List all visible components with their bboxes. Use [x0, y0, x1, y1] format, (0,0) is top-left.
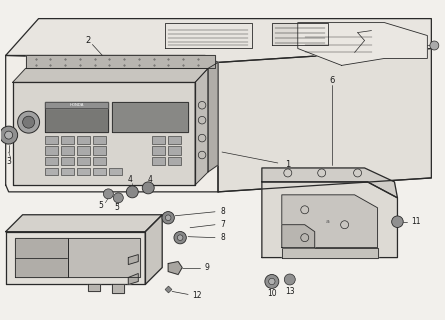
Polygon shape: [26, 55, 215, 68]
Circle shape: [5, 131, 12, 139]
Bar: [77, 146, 90, 155]
Text: HONDA: HONDA: [69, 103, 84, 107]
Polygon shape: [208, 62, 218, 172]
Bar: [44, 136, 57, 144]
Circle shape: [0, 126, 18, 144]
Text: 9: 9: [204, 263, 209, 272]
Polygon shape: [262, 168, 397, 198]
Polygon shape: [282, 248, 377, 258]
Bar: [61, 157, 74, 165]
Bar: [44, 168, 57, 175]
Text: 10: 10: [267, 289, 277, 298]
Circle shape: [113, 193, 123, 203]
Bar: [93, 146, 106, 155]
Bar: [44, 157, 57, 165]
Polygon shape: [272, 23, 328, 45]
Polygon shape: [12, 82, 195, 185]
Text: 4: 4: [128, 175, 133, 184]
Circle shape: [265, 275, 279, 288]
Polygon shape: [15, 238, 69, 277]
Text: 6: 6: [329, 76, 334, 85]
Bar: [168, 157, 181, 165]
Polygon shape: [6, 215, 162, 232]
Bar: [168, 136, 181, 144]
Circle shape: [103, 189, 113, 199]
Bar: [152, 146, 165, 155]
Polygon shape: [218, 49, 431, 192]
Bar: [77, 168, 90, 175]
Polygon shape: [145, 215, 162, 284]
Text: 13: 13: [285, 287, 295, 296]
Bar: [93, 157, 106, 165]
Circle shape: [284, 274, 295, 285]
Polygon shape: [262, 182, 397, 258]
Text: 4: 4: [148, 175, 153, 184]
Circle shape: [430, 41, 439, 50]
Text: 11: 11: [412, 217, 421, 226]
Bar: [168, 146, 181, 155]
Polygon shape: [6, 232, 145, 284]
Text: 12: 12: [192, 291, 202, 300]
Text: 8: 8: [220, 233, 225, 242]
Text: 5: 5: [98, 201, 103, 210]
Text: 1: 1: [285, 160, 291, 170]
Bar: [93, 168, 106, 175]
Bar: [61, 146, 74, 155]
Bar: [61, 136, 74, 144]
Polygon shape: [195, 68, 208, 185]
Bar: [152, 157, 165, 165]
Bar: [77, 157, 90, 165]
Bar: [109, 168, 122, 175]
Circle shape: [178, 235, 183, 240]
Polygon shape: [168, 261, 182, 275]
Polygon shape: [112, 102, 188, 132]
Bar: [152, 136, 165, 144]
Circle shape: [142, 182, 154, 194]
Polygon shape: [44, 102, 108, 108]
Text: 5: 5: [114, 203, 119, 212]
Circle shape: [162, 212, 174, 224]
Polygon shape: [44, 102, 108, 132]
Polygon shape: [298, 23, 427, 65]
Circle shape: [174, 231, 186, 244]
Text: a: a: [326, 219, 330, 224]
Circle shape: [23, 116, 35, 128]
Circle shape: [126, 186, 138, 198]
Polygon shape: [165, 23, 252, 49]
Polygon shape: [69, 238, 140, 277]
Polygon shape: [282, 195, 377, 248]
Bar: [77, 136, 90, 144]
Polygon shape: [282, 225, 315, 248]
Text: 2: 2: [86, 36, 91, 45]
Bar: [44, 146, 57, 155]
Circle shape: [269, 278, 275, 285]
Circle shape: [392, 216, 403, 228]
Polygon shape: [112, 284, 124, 293]
Bar: [93, 136, 106, 144]
Text: 3: 3: [6, 157, 11, 166]
Circle shape: [18, 111, 40, 133]
Polygon shape: [128, 255, 138, 265]
Bar: [61, 168, 74, 175]
Polygon shape: [6, 19, 431, 62]
Circle shape: [166, 215, 171, 220]
Polygon shape: [128, 274, 138, 284]
Polygon shape: [6, 55, 218, 192]
Text: 8: 8: [220, 207, 225, 216]
Polygon shape: [12, 68, 208, 82]
Text: 7: 7: [220, 220, 225, 229]
Polygon shape: [89, 284, 101, 292]
